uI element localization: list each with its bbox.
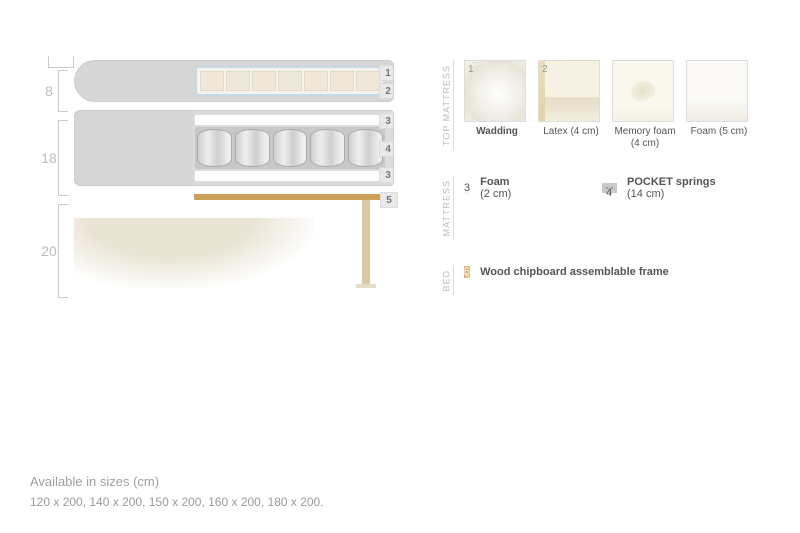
dim-top: 8 (45, 83, 53, 99)
swatch-pocket-springs: 4 POCKET springs(14 cm) (602, 176, 752, 200)
callout-3a: 3 (379, 113, 394, 129)
callout-2: 2 (379, 83, 394, 99)
section-label-bed: BED (440, 266, 454, 296)
section-bed: BED 5 Wood chipboard assemblable frame (440, 266, 770, 296)
sizes-note: Available in sizes (cm) 120 x 200, 140 x… (30, 474, 324, 509)
swatch-chipboard: 5 Wood chipboard assemblable frame (464, 266, 684, 278)
callout-1: 1 (379, 65, 394, 81)
dim-bot: 20 (41, 243, 57, 259)
callout-4: 4 (379, 141, 394, 157)
swatch-foam-2: 3 Foam(2 cm) (464, 176, 594, 200)
bed-base-layer: 5 (74, 194, 394, 288)
sizes-label: Available in sizes (cm) (30, 474, 324, 489)
swatch-foam-5: Foam (5 cm) (686, 60, 752, 150)
sizes-list: 120 x 200, 140 x 200, 150 x 200, 160 x 2… (30, 495, 324, 509)
swatch-wadding: 1 Wadding (464, 60, 530, 150)
cross-section-diagram: 8 18 20 1 2 (30, 60, 400, 322)
section-top-mattress: TOP MATTRESS 1 Wadding 2 Latex (4 cm) Me… (440, 60, 770, 150)
dimension-column: 8 18 20 (30, 70, 68, 298)
section-label-mattress: MATTRESS (440, 176, 454, 240)
section-label-top: TOP MATTRESS (440, 60, 454, 150)
callout-5: 5 (380, 192, 398, 208)
swatch-latex: 2 Latex (4 cm) (538, 60, 604, 150)
section-mattress: MATTRESS 3 Foam(2 cm) 4 POCKET springs(1… (440, 176, 770, 240)
callout-3b: 3 (379, 167, 394, 183)
legend: TOP MATTRESS 1 Wadding 2 Latex (4 cm) Me… (440, 60, 770, 322)
swatch-memory-foam: Memory foam (4 cm) (612, 60, 678, 150)
dim-mid: 18 (41, 150, 57, 166)
layer-stack: 1 2 3 4 3 (74, 60, 394, 288)
infographic-root: 8 18 20 1 2 (0, 0, 800, 342)
mattress-layer: 3 4 3 (74, 110, 394, 186)
top-mattress-layer: 1 2 (74, 60, 394, 102)
